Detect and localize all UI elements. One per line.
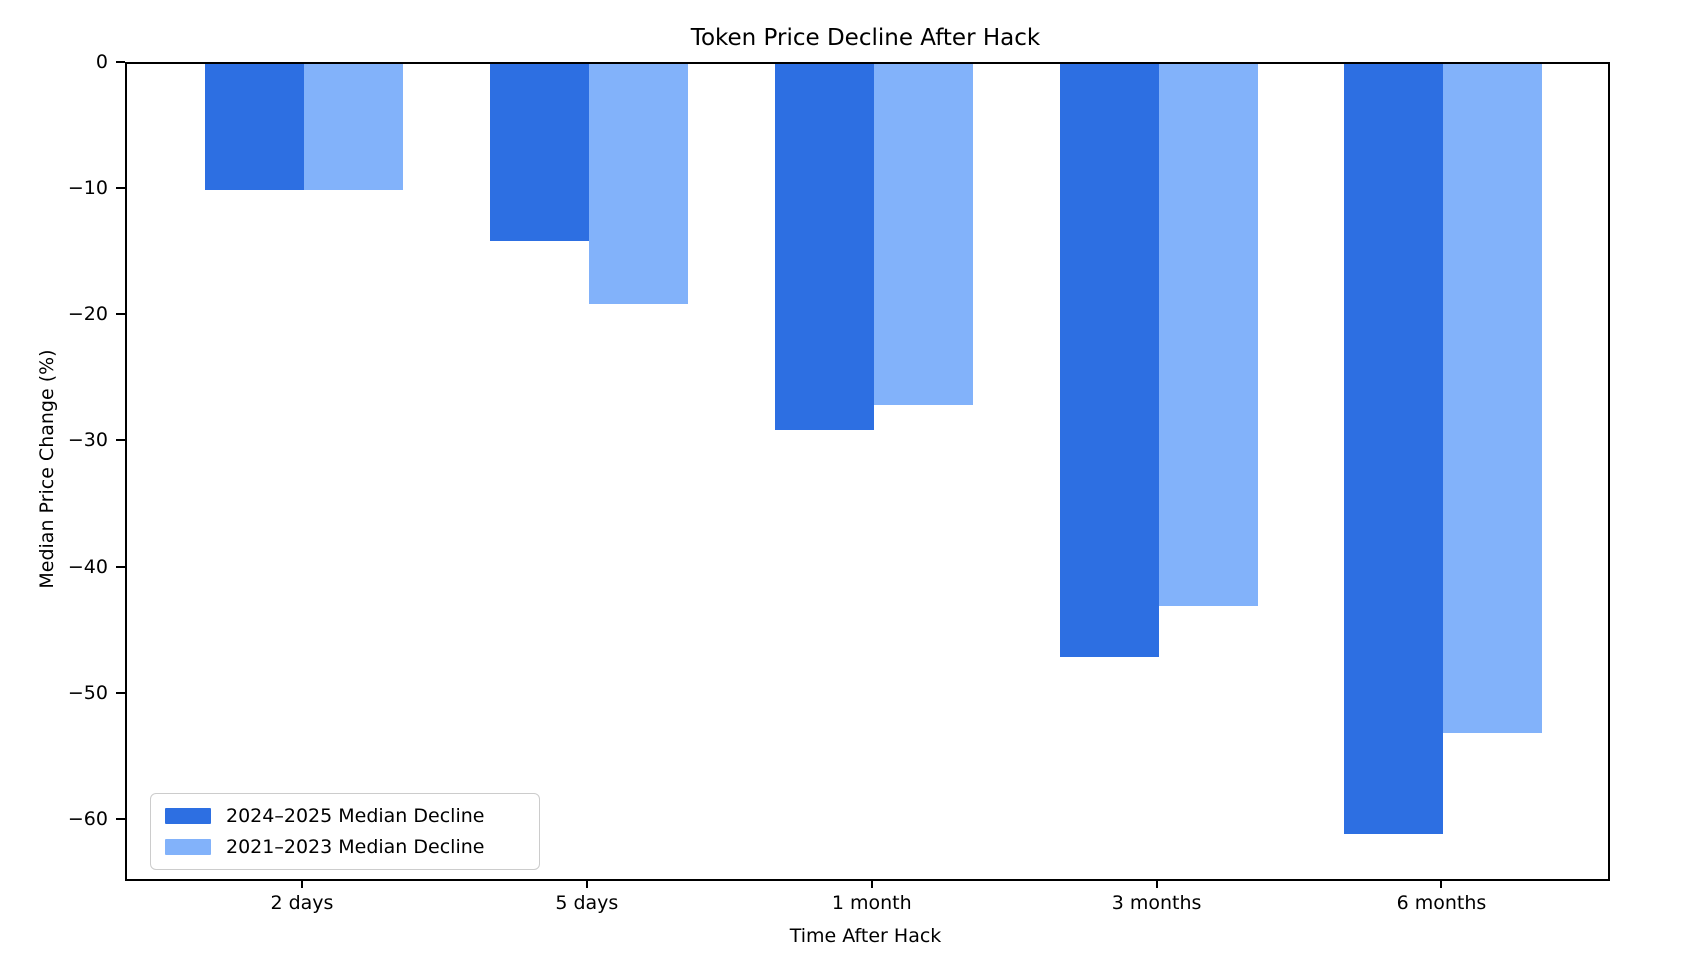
bar-2021-2023-1-month (873, 64, 973, 405)
x-tick-label-6-months: 6 months (1396, 892, 1487, 914)
x-tick-label-2-days: 2 days (270, 892, 334, 914)
legend-label: 2024–2025 Median Decline (226, 805, 485, 827)
bar-2021-2023-5-days (588, 64, 688, 304)
bar-2024-2025-5-days (489, 64, 589, 241)
x-tick-mark (1440, 879, 1443, 888)
bar-2021-2023-6-months (1443, 64, 1543, 733)
y-tick-label: −60 (67, 807, 108, 830)
legend-label: 2021–2023 Median Decline (226, 836, 485, 858)
bar-2021-2023-2-days (303, 64, 403, 191)
y-tick-label: −40 (67, 555, 108, 578)
y-tick-mark (116, 313, 125, 316)
y-tick-mark (116, 439, 125, 442)
chart-title: Token Price Decline After Hack (690, 25, 1041, 51)
y-tick-mark (116, 817, 125, 820)
legend: 2024–2025 Median Decline 2021–2023 Median… (150, 793, 540, 870)
legend-swatch-icon (165, 839, 211, 855)
legend-item: 2024–2025 Median Decline (165, 804, 525, 828)
y-tick-mark (116, 691, 125, 694)
x-axis-label: Time After Hack (789, 925, 942, 947)
y-tick-label: −20 (67, 303, 108, 326)
legend-swatch-icon (165, 808, 211, 824)
y-tick-mark (116, 61, 125, 63)
y-tick-label: −10 (67, 177, 108, 200)
plot-area: 2024–2025 Median Decline 2021–2023 Median… (125, 62, 1610, 881)
bar-2024-2025-6-months (1344, 64, 1444, 834)
x-tick-label-5-days: 5 days (555, 892, 619, 914)
legend-item: 2021–2023 Median Decline (165, 835, 525, 859)
bar-2024-2025-1-month (774, 64, 874, 430)
y-tick-label: −30 (67, 429, 108, 452)
y-tick-mark (116, 187, 125, 190)
bar-2024-2025-2-days (204, 64, 304, 191)
bar-2024-2025-3-months (1059, 64, 1159, 657)
x-tick-mark (870, 879, 873, 888)
y-tick-mark (116, 565, 125, 568)
bar-2021-2023-3-months (1158, 64, 1258, 607)
y-tick-label: −50 (67, 681, 108, 704)
x-tick-mark (300, 879, 303, 888)
x-tick-label-3-months: 3 months (1111, 892, 1202, 914)
x-tick-label-1-month: 1 month (831, 892, 912, 914)
x-tick-mark (1155, 879, 1158, 888)
x-tick-mark (585, 879, 588, 888)
y-tick-label: 0 (95, 51, 108, 73)
